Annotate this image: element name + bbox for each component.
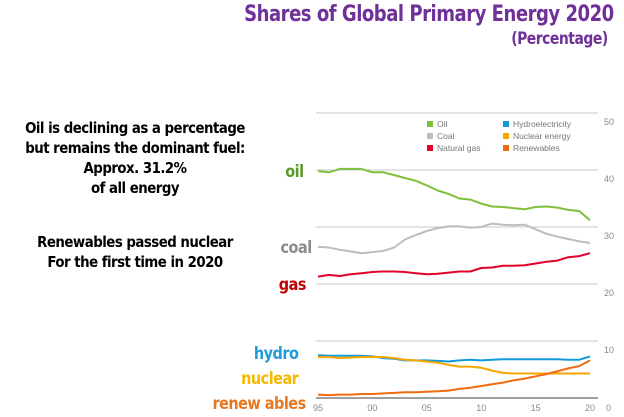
- legend-label: Hydroelectricity: [513, 119, 572, 129]
- fuel-label-oil: oil: [285, 162, 305, 182]
- x-tick-label: 15: [531, 403, 541, 413]
- x-tick-label: 20: [585, 403, 595, 413]
- annotation-line: but remains the dominant fuel:: [25, 139, 245, 157]
- annotation-line: of all energy: [90, 179, 180, 197]
- legend-swatch: [427, 133, 433, 139]
- chart-subtitle: (Percentage): [511, 29, 608, 49]
- series-line-hydroelectricity: [317, 354, 591, 363]
- chart-title: Shares of Global Primary Energy 2020: [244, 2, 614, 27]
- legend-label: Nuclear energy: [513, 131, 571, 141]
- annotation-line: Approx. 31.2%: [83, 159, 188, 177]
- legend-label: Natural gas: [437, 143, 480, 153]
- legend-swatch: [427, 145, 433, 151]
- annotation-line: Renewables passed nuclear: [37, 233, 233, 251]
- y-tick-label: 40: [604, 174, 614, 184]
- annotation-oil-decline: Oil is declining as a percentage but rem…: [19, 118, 251, 198]
- fuel-label-gas: gas: [278, 275, 307, 295]
- annotation-line: Oil is declining as a percentage: [25, 119, 245, 137]
- y-tick-label: 10: [604, 345, 614, 355]
- x-tick-label: 00: [367, 403, 377, 413]
- legend-label: Coal: [437, 131, 455, 141]
- legend-swatch: [427, 121, 433, 127]
- series-line-renewables: [317, 359, 591, 397]
- legend-label: Oil: [437, 119, 448, 129]
- y-tick-label: 30: [604, 231, 614, 241]
- fuel-label-hydro: hydro: [253, 344, 298, 364]
- fuel-label-nuclear: nuclear: [240, 369, 299, 389]
- annotation-renewables-nuclear: Renewables passed nuclear For the first …: [19, 232, 251, 272]
- y-tick-label: 20: [604, 288, 614, 298]
- series-line-oil: [317, 167, 591, 221]
- x-tick-label: 05: [422, 403, 432, 413]
- legend-swatch: [503, 145, 509, 151]
- y-tick-label: 50: [604, 117, 614, 127]
- legend-swatch: [503, 133, 509, 139]
- fuel-label-coal: coal: [280, 238, 313, 258]
- x-tick-label: 95: [313, 403, 323, 413]
- fuel-label-renewables: renew ables: [212, 394, 307, 414]
- series-line-natural-gas: [317, 252, 591, 278]
- legend-label: Renewables: [513, 143, 560, 153]
- y-tick-label: 0: [606, 403, 611, 413]
- x-tick-label: 10: [476, 403, 486, 413]
- annotation-line: For the first time in 2020: [47, 253, 223, 271]
- legend-swatch: [503, 121, 509, 127]
- series-line-coal: [317, 222, 591, 255]
